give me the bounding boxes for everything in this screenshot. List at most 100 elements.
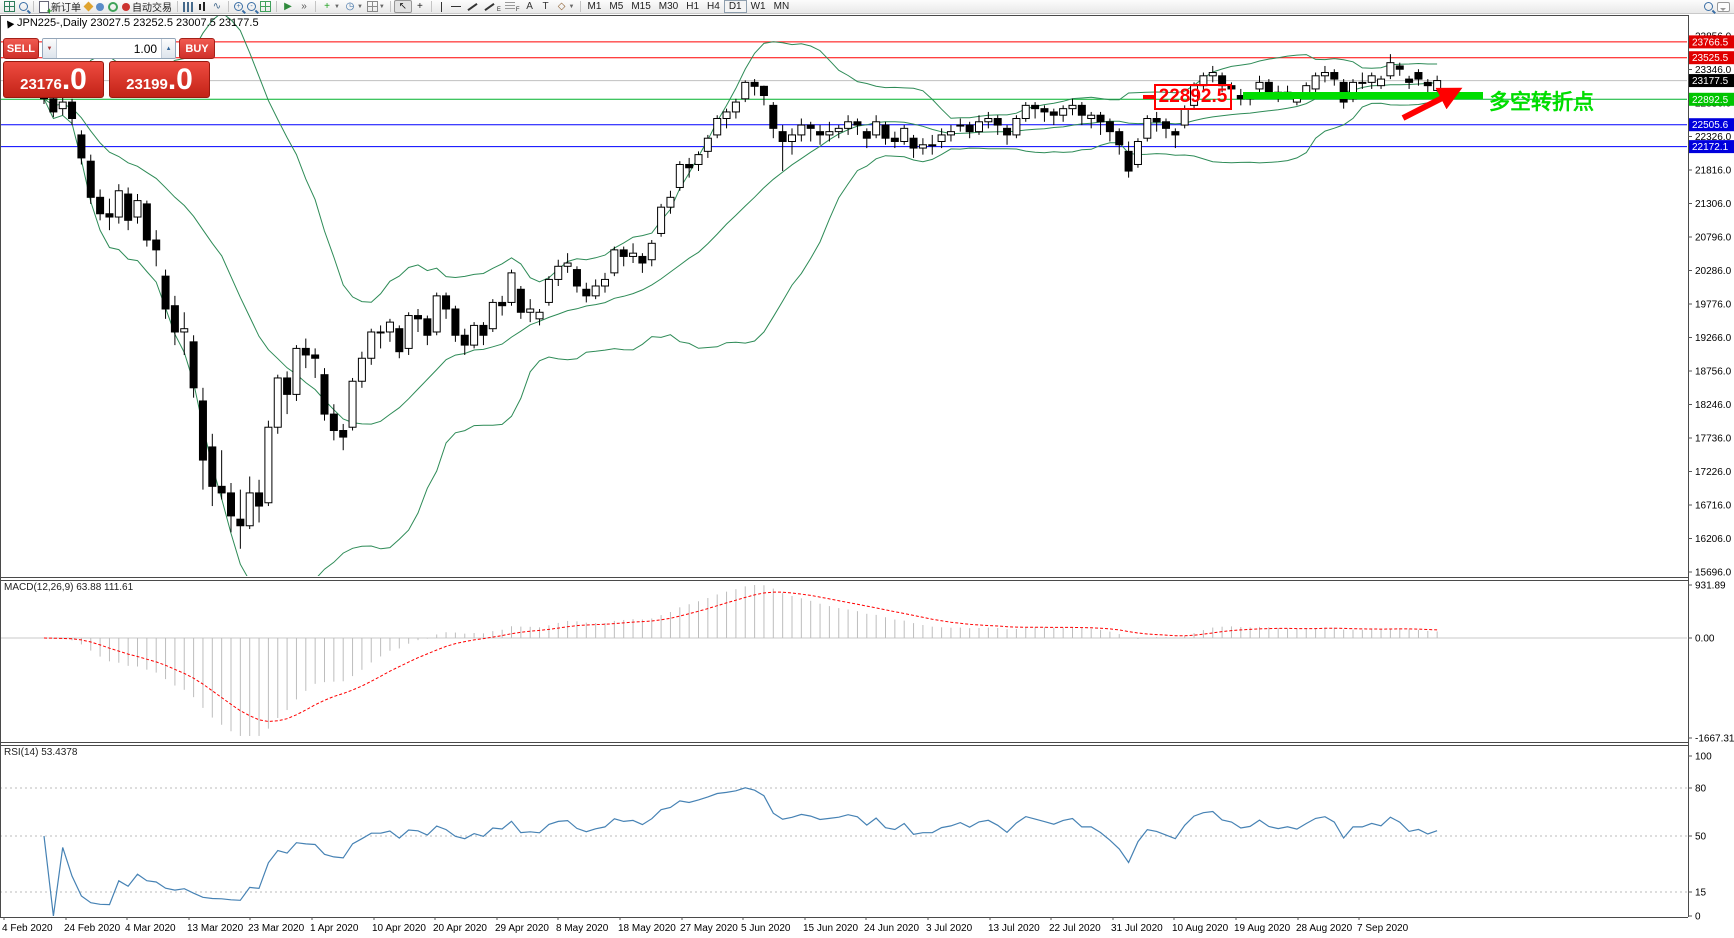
profiles-button[interactable] bbox=[94, 0, 106, 13]
rsi-indicator-label: RSI(14) 53.4378 bbox=[4, 747, 78, 758]
periods-button[interactable]: ◷ ▼ bbox=[342, 0, 365, 13]
text-label-tool-button[interactable]: T bbox=[538, 0, 554, 13]
timeframe-m15-button[interactable]: M15 bbox=[631, 1, 651, 12]
price-tick-label: 19776.0 bbox=[1695, 300, 1732, 311]
timeframe-h1-button[interactable]: H1 bbox=[686, 1, 700, 12]
buy-price-frac: .0 bbox=[167, 63, 193, 96]
trendline-tool-button[interactable] bbox=[464, 0, 481, 13]
trendline-tool-icon bbox=[467, 2, 478, 11]
cursor-button[interactable]: ↖ bbox=[393, 0, 412, 13]
price-level-box bbox=[1689, 74, 1734, 88]
price-callout[interactable]: 22892.5 bbox=[1154, 84, 1232, 110]
price-tick-label: 22326.0 bbox=[1695, 132, 1732, 143]
rsi-axis-label: 0 bbox=[1695, 912, 1701, 923]
signals-icon bbox=[108, 1, 118, 12]
profiles-icon bbox=[96, 2, 104, 11]
macd-axis-label: 0.00 bbox=[1695, 634, 1715, 645]
auto-trading-button[interactable]: 自动交易 bbox=[120, 0, 174, 14]
chart-bars-button[interactable] bbox=[181, 0, 195, 13]
date-tick-label: 18 May 2020 bbox=[618, 923, 676, 934]
date-tick-label: 8 May 2020 bbox=[556, 923, 609, 934]
equidistant-channel-tool-button[interactable]: E bbox=[481, 0, 503, 13]
auto-trading-icon bbox=[122, 2, 130, 11]
zoom-out-icon: - bbox=[247, 2, 256, 11]
text-tool-button[interactable]: A bbox=[522, 0, 538, 13]
chart-line-button[interactable]: ∿ bbox=[209, 0, 225, 13]
search-button[interactable] bbox=[1702, 0, 1715, 13]
turning-point-annotation[interactable]: 多空转折点 bbox=[1489, 90, 1594, 114]
zoom-out-button[interactable]: - bbox=[245, 0, 258, 13]
arrows-tool-button[interactable]: ◇ ▼ bbox=[554, 0, 577, 13]
signals-button[interactable] bbox=[106, 0, 120, 13]
date-tick-label: 13 Jul 2020 bbox=[988, 923, 1040, 934]
crosshair-button[interactable]: + bbox=[412, 0, 428, 13]
timeframe-m1-button[interactable]: M1 bbox=[587, 1, 602, 12]
volume-increase-button[interactable]: ▲ bbox=[161, 39, 176, 58]
rsi-axis-label: 100 bbox=[1695, 752, 1712, 763]
volume-decrease-button[interactable]: ▼ bbox=[42, 39, 57, 58]
volume-input[interactable] bbox=[56, 39, 162, 58]
indicators-add-caret-icon[interactable]: ▼ bbox=[334, 3, 340, 10]
support-trendline[interactable] bbox=[1243, 92, 1483, 99]
price-tick-label: 15696.0 bbox=[1695, 568, 1732, 579]
chart-title-text: JPN225-,Daily 23027.5 23252.5 23007.5 23… bbox=[17, 17, 259, 29]
arrows-tool-caret-icon[interactable]: ▼ bbox=[568, 3, 575, 10]
price-level-box bbox=[1689, 140, 1734, 154]
buy-price-button[interactable]: 23199 .0 bbox=[109, 61, 210, 98]
sell-button[interactable]: SELL bbox=[3, 38, 39, 59]
timeframe-d1-button[interactable]: D1 bbox=[723, 0, 747, 13]
date-tick-label: 31 Jul 2020 bbox=[1111, 923, 1163, 934]
indicators-add-button[interactable]: + ▼ bbox=[319, 0, 342, 13]
price-tick-label: 16716.0 bbox=[1695, 501, 1732, 512]
chart-shift-button[interactable]: » bbox=[296, 0, 312, 13]
horizontal-line-tool-button[interactable] bbox=[448, 0, 464, 13]
price-tick-label: 20286.0 bbox=[1695, 266, 1732, 277]
tile-windows-button[interactable] bbox=[258, 0, 273, 13]
toolbar-separator bbox=[579, 1, 581, 12]
auto-scroll-icon: ▶ bbox=[284, 0, 292, 12]
navigator-search-button[interactable] bbox=[17, 0, 30, 13]
price-tick-label: 17226.0 bbox=[1695, 467, 1732, 478]
indicators-add-icon: + bbox=[324, 0, 330, 12]
price-tick-label: 21306.0 bbox=[1695, 199, 1732, 210]
zoom-in-button[interactable]: + bbox=[232, 0, 245, 13]
tile-windows-icon bbox=[260, 1, 271, 12]
price-level-box bbox=[1689, 35, 1734, 49]
price-level-box-label: 22505.6 bbox=[1692, 120, 1729, 131]
templates-caret-icon[interactable]: ▼ bbox=[378, 3, 385, 10]
zoom-in-icon: + bbox=[234, 2, 243, 11]
chat-button[interactable] bbox=[1715, 0, 1732, 13]
price-level-box-label: 22892.5 bbox=[1692, 95, 1729, 106]
one-click-trade-panel: SELL ▼ ▲ BUY 23176 .0 23199 .0 bbox=[3, 38, 215, 98]
fibonacci-tool-button[interactable]: F bbox=[503, 0, 522, 13]
timeframe-h4-button[interactable]: H4 bbox=[707, 1, 720, 12]
new-order-button[interactable]: 新订单 bbox=[37, 0, 83, 16]
text-label-tool-icon: T bbox=[542, 0, 549, 12]
date-tick-label: 23 Mar 2020 bbox=[248, 923, 305, 934]
auto-scroll-button[interactable]: ▶ bbox=[280, 0, 296, 13]
date-tick-label: 4 Feb 2020 bbox=[2, 923, 53, 934]
timeframe-w1-button[interactable]: W1 bbox=[750, 1, 766, 12]
periods-caret-icon[interactable]: ▼ bbox=[356, 3, 363, 10]
chat-icon bbox=[1717, 1, 1730, 12]
cursor-icon: ↖ bbox=[398, 0, 408, 12]
chart-candles-button[interactable] bbox=[195, 0, 209, 13]
vertical-line-tool-button[interactable] bbox=[435, 0, 448, 13]
market-watch-button[interactable] bbox=[2, 0, 17, 13]
style-bucket-button[interactable] bbox=[83, 0, 94, 13]
up-arrow-object[interactable] bbox=[1398, 76, 1478, 124]
buy-button[interactable]: BUY bbox=[179, 38, 215, 59]
timeframe-m30-button[interactable]: M30 bbox=[658, 1, 679, 12]
timeframe-m5-button[interactable]: M5 bbox=[609, 1, 624, 12]
timeframe-mn-button[interactable]: MN bbox=[773, 1, 790, 12]
date-tick-label: 24 Jun 2020 bbox=[864, 923, 919, 934]
templates-button[interactable]: ▼ bbox=[365, 0, 387, 13]
date-tick-label: 24 Feb 2020 bbox=[64, 923, 121, 934]
macd-axis-label: 931.89 bbox=[1695, 581, 1726, 592]
price-level-box-label: 22172.1 bbox=[1692, 142, 1729, 153]
search-icon bbox=[1704, 2, 1713, 11]
buy-price: 23199 bbox=[126, 76, 168, 93]
sell-price-button[interactable]: 23176 .0 bbox=[3, 61, 104, 98]
